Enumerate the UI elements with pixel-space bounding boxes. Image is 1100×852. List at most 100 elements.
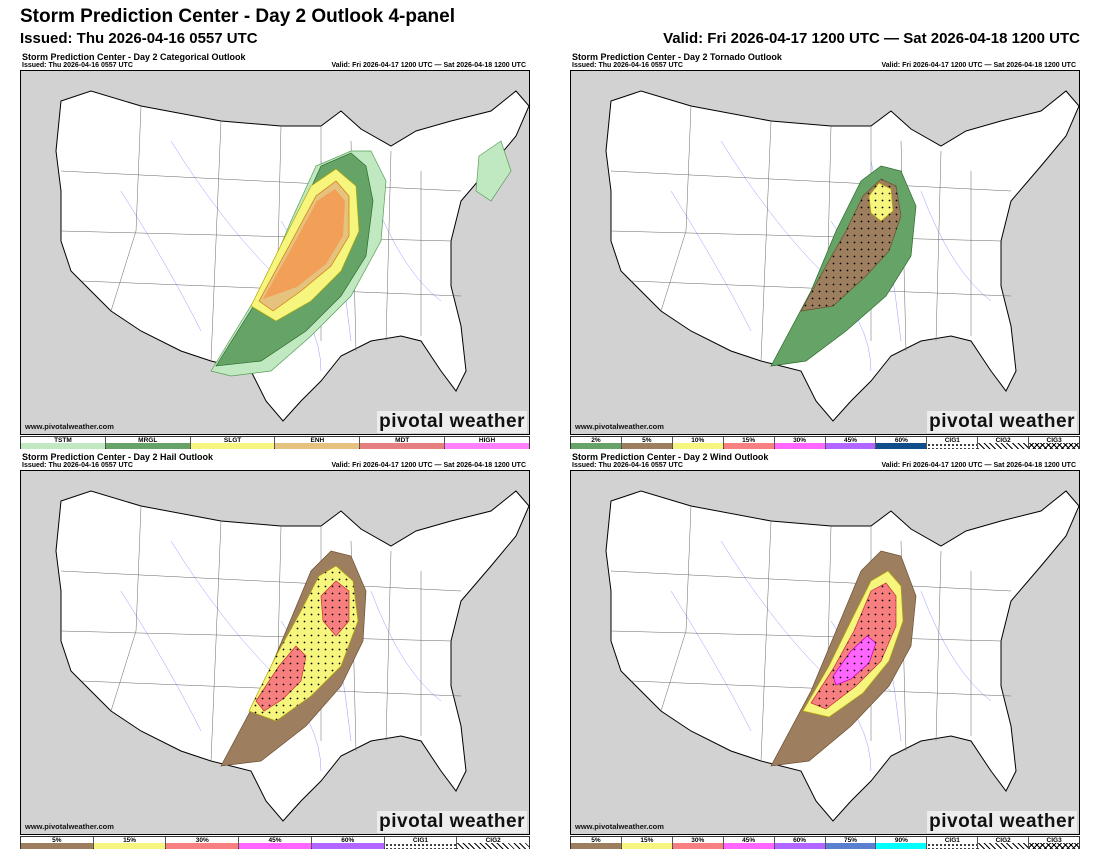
website-label: www.pivotalweather.com (25, 822, 114, 831)
legend-label: MDT (360, 437, 445, 444)
legend-swatch (571, 443, 621, 449)
legend-item: 60% (876, 437, 928, 449)
legend-item: 15% (723, 437, 775, 449)
legend-swatch (978, 843, 1029, 849)
watermark-logo: pivotal weather (377, 411, 527, 433)
legend-swatch (311, 843, 384, 849)
legend-item: 10% (672, 437, 724, 449)
legend-swatch (239, 843, 311, 849)
legend-label: MRGL (105, 437, 190, 444)
legend-swatch (571, 843, 621, 849)
legend-item: SLGT (190, 437, 276, 449)
legend-label: 30% (672, 837, 723, 844)
legend-item: CIG2 (978, 437, 1030, 449)
legend-label: 15% (723, 437, 774, 444)
legend-item: CIG1 (384, 837, 458, 849)
legend-swatch (1029, 843, 1080, 849)
page-title: Storm Prediction Center - Day 2 Outlook … (20, 6, 455, 27)
hail-cig1 (249, 566, 358, 721)
legend-label: 5% (621, 437, 672, 444)
legend-item: ENH (275, 437, 361, 449)
legend-item: 60% (774, 837, 826, 849)
legend-label: 60% (876, 437, 927, 444)
legend-label: 15% (93, 837, 166, 844)
legend-swatch (105, 443, 190, 449)
issued-time: Issued: Thu 2026-04-16 0557 UTC (20, 30, 258, 47)
legend-swatch (723, 443, 774, 449)
panel-valid: Valid: Fri 2026-04-17 1200 UTC — Sat 202… (331, 62, 526, 69)
legend-item: HIGH (445, 437, 529, 449)
panel-title: Storm Prediction Center - Day 2 Tornado … (572, 52, 782, 62)
panel-wind: Storm Prediction Center - Day 2 Wind Out… (568, 452, 1080, 852)
legend-label: HIGH (445, 437, 529, 444)
legend-item: CIG1 (927, 437, 979, 449)
legend-item: MRGL (105, 437, 191, 449)
legend-item: 30% (166, 837, 240, 849)
legend-item: CIG3 (1029, 437, 1080, 449)
legend-item: 30% (774, 437, 826, 449)
legend-item: CIG2 (457, 837, 530, 849)
valid-time: Valid: Fri 2026-04-17 1200 UTC — Sat 202… (663, 30, 1080, 47)
website-label: www.pivotalweather.com (575, 822, 664, 831)
legend-swatch (93, 843, 166, 849)
outlook-map: www.pivotalweather.com pivotal weather (20, 70, 530, 435)
legend-label: 45% (723, 837, 774, 844)
legend-swatch (621, 843, 672, 849)
legend-item: TSTM (21, 437, 106, 449)
legend-label: 5% (21, 837, 93, 844)
legend: 2% 5% 10% 15% 30% 45% 60% CIG1 CIG2 CIG3 (570, 436, 1080, 449)
legend-swatch (21, 843, 93, 849)
legend: 5% 15% 30% 45% 60% CIG1 CIG2 (20, 836, 530, 849)
panel-issued: Issued: Thu 2026-04-16 0557 UTC (572, 462, 683, 469)
legend-swatch (445, 443, 529, 449)
legend-item: CIG1 (927, 837, 979, 849)
legend-label: CIG2 (978, 437, 1029, 444)
legend: 5% 15% 30% 45% 60% 75% 90% CIG1 CIG2 CIG3 (570, 836, 1080, 849)
legend-label: CIG3 (1029, 437, 1080, 444)
panel-tornado: Storm Prediction Center - Day 2 Tornado … (568, 52, 1080, 452)
legend-label: 2% (571, 437, 621, 444)
panel-valid: Valid: Fri 2026-04-17 1200 UTC — Sat 202… (331, 462, 526, 469)
legend-swatch (876, 443, 927, 449)
legend-label: CIG2 (978, 837, 1029, 844)
legend-label: SLGT (190, 437, 275, 444)
website-label: www.pivotalweather.com (575, 422, 664, 431)
watermark-logo: pivotal weather (377, 811, 527, 833)
legend-label: 90% (876, 837, 927, 844)
legend-swatch (723, 843, 774, 849)
panel-issued: Issued: Thu 2026-04-16 0557 UTC (22, 462, 133, 469)
legend-label: CIG3 (1029, 837, 1080, 844)
watermark-logo: pivotal weather (927, 811, 1077, 833)
panel-valid: Valid: Fri 2026-04-17 1200 UTC — Sat 202… (881, 62, 1076, 69)
panel-title: Storm Prediction Center - Day 2 Wind Out… (572, 452, 769, 462)
legend-label: CIG1 (384, 837, 457, 844)
legend-swatch (927, 843, 978, 849)
legend-swatch (21, 443, 105, 449)
legend-item: CIG2 (978, 837, 1030, 849)
legend-swatch (166, 843, 239, 849)
legend-label: CIG1 (927, 437, 978, 444)
panel-valid: Valid: Fri 2026-04-17 1200 UTC — Sat 202… (881, 462, 1076, 469)
legend-item: 45% (723, 837, 775, 849)
tornado-cig1 (801, 179, 901, 311)
legend-swatch (876, 843, 927, 849)
legend-swatch (672, 443, 723, 449)
legend-item: 5% (21, 837, 94, 849)
legend-label: ENH (275, 437, 360, 444)
legend-swatch (621, 443, 672, 449)
legend-item: MDT (360, 437, 446, 449)
legend-label: 45% (825, 437, 876, 444)
legend-swatch (978, 443, 1029, 449)
tstm-area-ne (475, 140, 512, 202)
legend-item: 45% (825, 437, 877, 449)
panel-title: Storm Prediction Center - Day 2 Hail Out… (22, 452, 214, 462)
legend-swatch (774, 843, 825, 849)
outlook-map: www.pivotalweather.com pivotal weather (20, 470, 530, 835)
legend-label: 30% (774, 437, 825, 444)
panel-categorical: Storm Prediction Center - Day 2 Categori… (18, 52, 530, 452)
legend-swatch (384, 843, 457, 849)
legend-item: 45% (239, 837, 312, 849)
outlook-map: www.pivotalweather.com pivotal weather (570, 70, 1080, 435)
legend-swatch (457, 843, 530, 849)
legend-label: 60% (311, 837, 384, 844)
